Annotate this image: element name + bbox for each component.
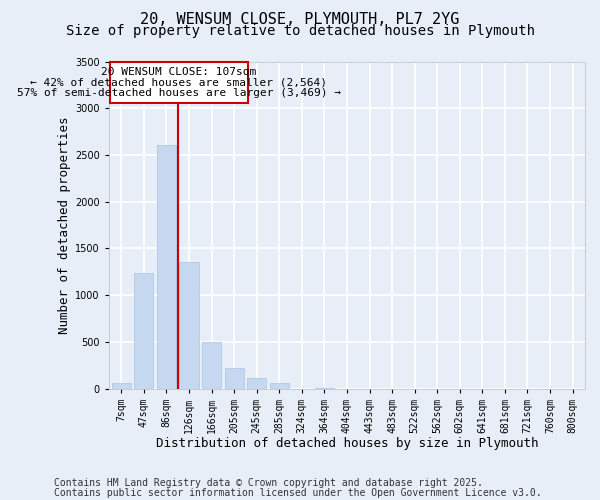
Bar [224,368,244,388]
Text: 20, WENSUM CLOSE, PLYMOUTH, PL7 2YG: 20, WENSUM CLOSE, PLYMOUTH, PL7 2YG [140,12,460,26]
Bar [179,262,199,388]
Text: 57% of semi-detached houses are larger (3,469) →: 57% of semi-detached houses are larger (… [17,88,341,98]
Text: 20 WENSUM CLOSE: 107sqm: 20 WENSUM CLOSE: 107sqm [101,66,256,76]
FancyBboxPatch shape [110,62,248,102]
Bar [247,378,266,388]
Text: Contains HM Land Registry data © Crown copyright and database right 2025.: Contains HM Land Registry data © Crown c… [54,478,483,488]
Bar [157,144,176,388]
Text: Contains public sector information licensed under the Open Government Licence v3: Contains public sector information licen… [54,488,542,498]
Bar [134,272,154,388]
Bar [269,384,289,388]
Y-axis label: Number of detached properties: Number of detached properties [58,116,71,334]
Text: ← 42% of detached houses are smaller (2,564): ← 42% of detached houses are smaller (2,… [30,77,327,87]
Bar [202,342,221,388]
Text: Size of property relative to detached houses in Plymouth: Size of property relative to detached ho… [65,24,535,38]
X-axis label: Distribution of detached houses by size in Plymouth: Distribution of detached houses by size … [156,437,538,450]
Bar [112,384,131,388]
